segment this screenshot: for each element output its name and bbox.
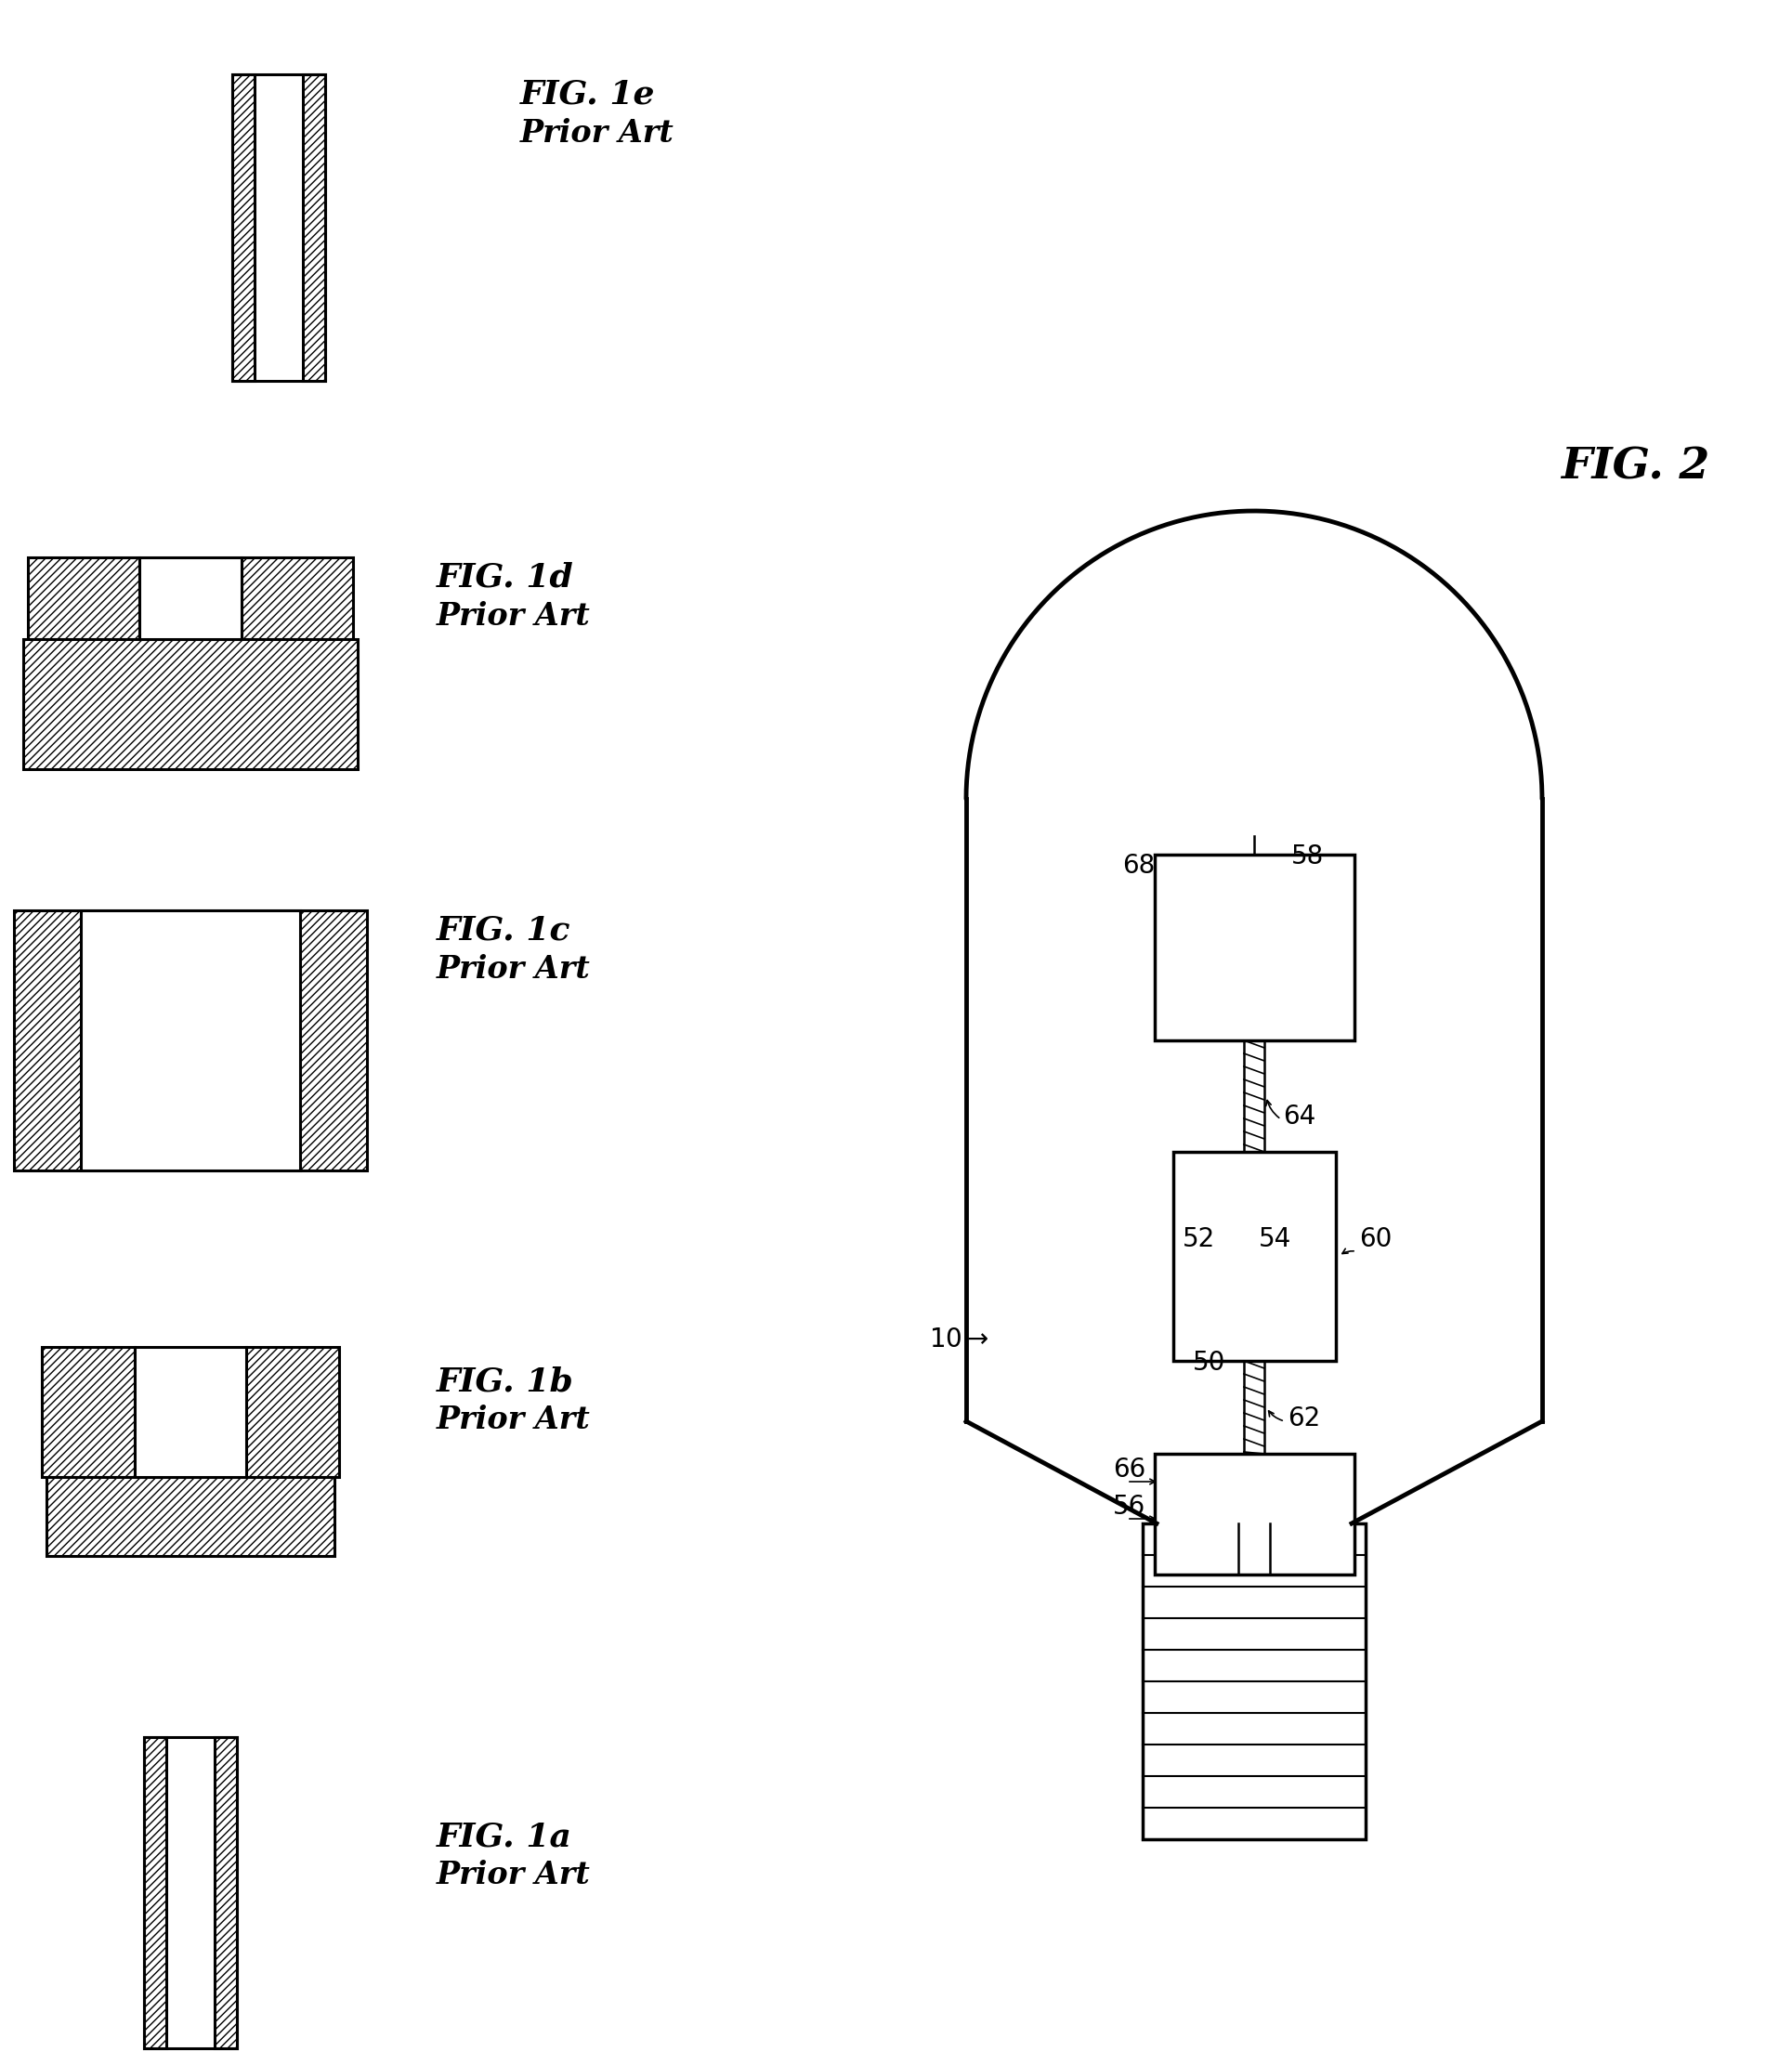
Text: 66: 66 bbox=[1113, 1456, 1145, 1483]
Bar bbox=[41, 1346, 134, 1476]
Text: FIG. 1a: FIG. 1a bbox=[437, 1821, 572, 1852]
Bar bbox=[303, 74, 324, 380]
Text: FIG. 1d: FIG. 1d bbox=[437, 562, 573, 593]
Text: 62: 62 bbox=[1288, 1406, 1321, 1431]
Bar bbox=[1143, 1524, 1366, 1840]
Text: Prior Art: Prior Art bbox=[437, 1858, 591, 1889]
Bar bbox=[246, 1346, 339, 1476]
Text: $10\rightarrow$: $10\rightarrow$ bbox=[928, 1328, 989, 1353]
Bar bbox=[14, 911, 367, 1171]
Bar bbox=[140, 558, 242, 638]
Bar bbox=[47, 1476, 335, 1555]
Bar bbox=[233, 74, 324, 380]
Bar bbox=[143, 1737, 237, 2048]
Text: Prior Art: Prior Art bbox=[520, 118, 674, 149]
Bar bbox=[23, 638, 358, 768]
Bar bbox=[242, 558, 353, 638]
Text: FIG. 2: FIG. 2 bbox=[1561, 446, 1710, 489]
Text: 60: 60 bbox=[1358, 1227, 1392, 1251]
Text: 68: 68 bbox=[1122, 853, 1156, 880]
Text: Prior Art: Prior Art bbox=[437, 1404, 591, 1435]
Text: Prior Art: Prior Art bbox=[437, 601, 591, 632]
Text: 50: 50 bbox=[1193, 1351, 1226, 1375]
Bar bbox=[47, 1476, 335, 1555]
Bar bbox=[215, 1737, 237, 2048]
Bar bbox=[14, 911, 367, 1171]
Text: Prior Art: Prior Art bbox=[437, 954, 591, 985]
Bar bbox=[81, 911, 299, 1171]
Text: 56: 56 bbox=[1113, 1493, 1145, 1520]
Bar bbox=[215, 1737, 237, 2048]
Bar bbox=[1174, 1152, 1335, 1361]
Bar bbox=[246, 1346, 339, 1476]
Text: FIG. 1e: FIG. 1e bbox=[520, 78, 656, 112]
Bar bbox=[242, 558, 353, 638]
Text: 64: 64 bbox=[1283, 1103, 1315, 1130]
Bar bbox=[1154, 855, 1355, 1041]
Bar bbox=[233, 74, 254, 380]
Bar bbox=[143, 1737, 167, 2048]
Text: FIG. 1b: FIG. 1b bbox=[437, 1365, 573, 1398]
Bar bbox=[29, 558, 140, 638]
Text: 54: 54 bbox=[1258, 1227, 1292, 1251]
Bar bbox=[41, 1346, 134, 1476]
Bar bbox=[23, 638, 358, 768]
Text: 52: 52 bbox=[1183, 1227, 1215, 1251]
Bar bbox=[1154, 1454, 1355, 1574]
Bar bbox=[233, 74, 254, 380]
Text: 58: 58 bbox=[1292, 843, 1324, 869]
Bar bbox=[143, 1737, 167, 2048]
Text: FIG. 1c: FIG. 1c bbox=[437, 915, 572, 946]
Bar bbox=[134, 1346, 246, 1476]
Bar bbox=[303, 74, 324, 380]
Bar bbox=[29, 558, 140, 638]
